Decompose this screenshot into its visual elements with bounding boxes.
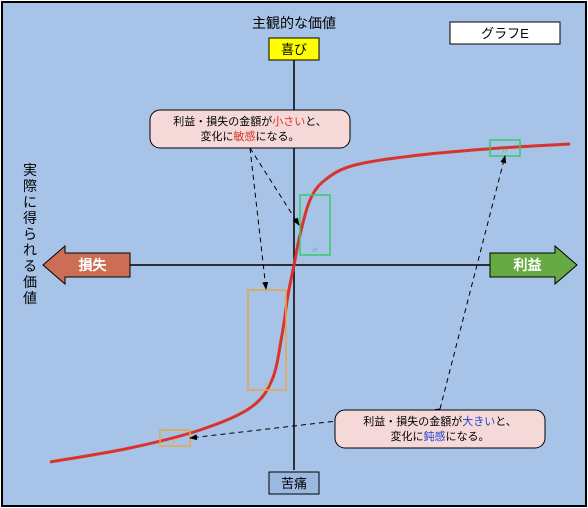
loss-label: 損失 xyxy=(79,257,108,273)
pain-label: 苦痛 xyxy=(281,476,307,491)
x-axis-title-char: 際 xyxy=(23,178,37,194)
x-axis-title-char: れ xyxy=(23,242,37,258)
joy-label: 喜び xyxy=(281,42,307,57)
annotation-insensitive-line1: 利益・損失の金額が大きいと、 xyxy=(363,414,517,428)
annotation-sensitive-line1: 利益・損失の金額が小さいと、 xyxy=(173,114,327,128)
x-axis-title-char: 値 xyxy=(23,290,37,306)
x-axis-title-char: に xyxy=(23,194,37,210)
x-axis-title-char: ら xyxy=(23,226,37,242)
annotation-sensitive-line2: 変化に敏感になる。 xyxy=(201,129,300,143)
chart-root: 主観的な価値グラフE喜び苦痛実際に得られる価値損失利益〃〃〃〃利益・損失の金額が… xyxy=(0,0,588,508)
chart-title: グラフE xyxy=(481,26,529,41)
value-function-chart: 主観的な価値グラフE喜び苦痛実際に得られる価値損失利益〃〃〃〃利益・損失の金額が… xyxy=(0,0,588,508)
x-axis-title-char: 得 xyxy=(23,210,37,226)
x-axis-title-char: 実 xyxy=(23,162,37,178)
annotation-insensitive-line2: 変化に鈍感になる。 xyxy=(391,429,490,443)
tick-mark: 〃 xyxy=(310,245,319,255)
x-axis-title-char: 価 xyxy=(23,274,37,290)
tick-mark: 〃 xyxy=(170,436,179,446)
x-axis-title-char: る xyxy=(23,258,37,274)
tick-mark: 〃 xyxy=(500,146,509,156)
tick-mark: 〃 xyxy=(262,380,271,390)
y-axis-title: 主観的な価値 xyxy=(252,15,336,31)
gain-label: 利益 xyxy=(514,257,542,273)
